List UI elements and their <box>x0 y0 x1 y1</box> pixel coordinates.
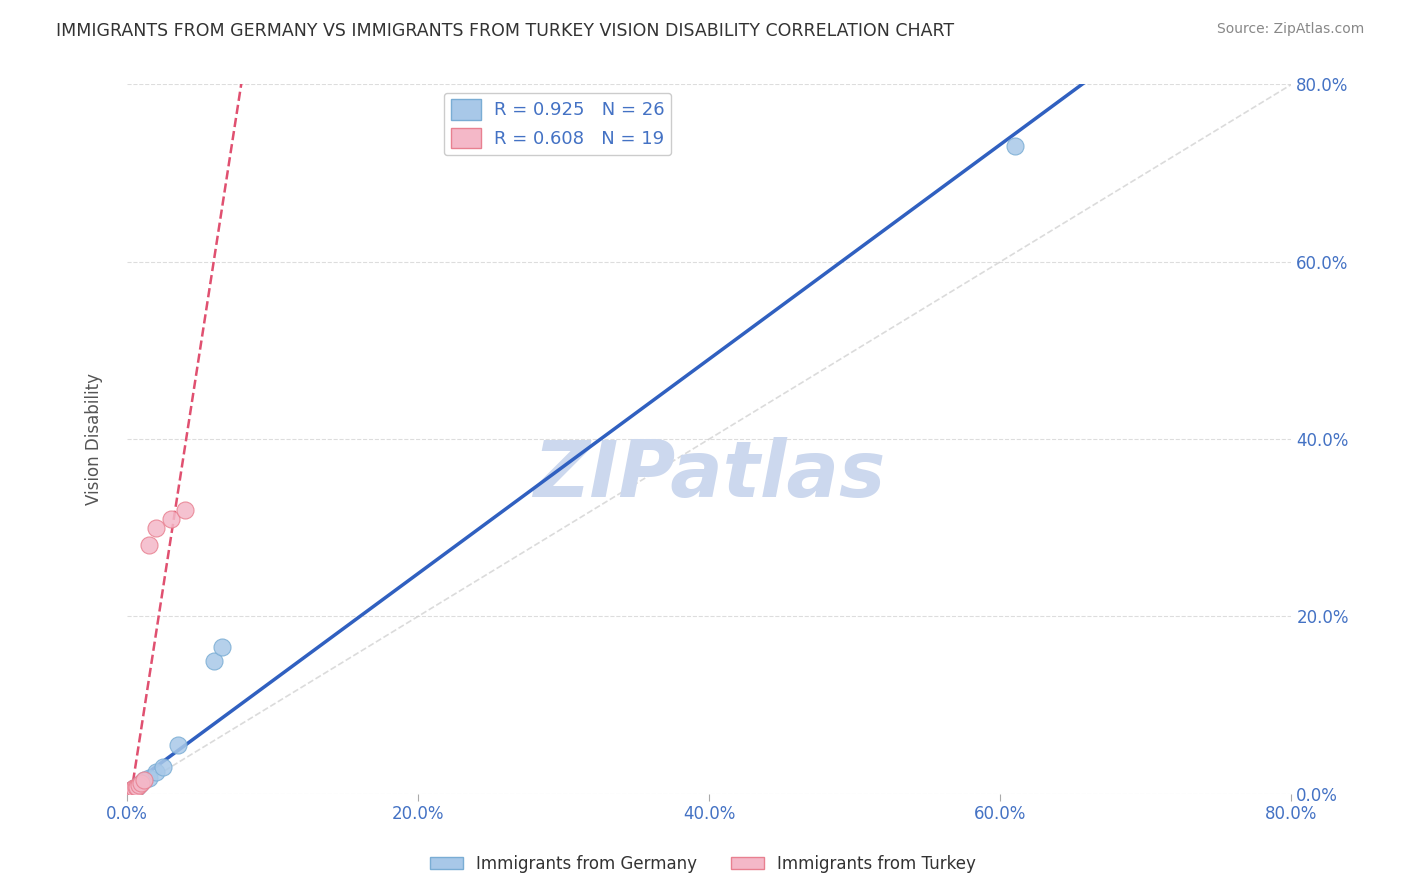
Point <box>118 785 141 799</box>
Point <box>152 760 174 774</box>
Point <box>117 786 139 800</box>
Text: ZIPatlas: ZIPatlas <box>533 436 886 513</box>
Point <box>134 773 156 788</box>
Point <box>134 773 156 788</box>
Point <box>120 783 142 797</box>
Point <box>120 784 142 798</box>
Point <box>117 786 139 800</box>
Point <box>124 781 146 796</box>
Text: IMMIGRANTS FROM GERMANY VS IMMIGRANTS FROM TURKEY VISION DISABILITY CORRELATION : IMMIGRANTS FROM GERMANY VS IMMIGRANTS FR… <box>56 22 955 40</box>
Point <box>124 780 146 795</box>
Point <box>128 778 150 792</box>
Point <box>122 781 145 796</box>
Point <box>117 785 139 799</box>
Legend: Immigrants from Germany, Immigrants from Turkey: Immigrants from Germany, Immigrants from… <box>423 848 983 880</box>
Point <box>122 781 145 796</box>
Point <box>138 538 160 552</box>
Point <box>118 785 141 799</box>
Point <box>121 782 143 797</box>
Point <box>117 786 139 800</box>
Point <box>159 512 181 526</box>
Point <box>124 780 146 795</box>
Point <box>122 781 145 796</box>
Text: Source: ZipAtlas.com: Source: ZipAtlas.com <box>1216 22 1364 37</box>
Point <box>121 783 143 797</box>
Point <box>118 785 141 799</box>
Point <box>145 764 167 779</box>
Point <box>131 776 153 790</box>
Point <box>145 521 167 535</box>
Point <box>127 780 149 794</box>
Point <box>211 640 233 655</box>
Point <box>118 784 141 798</box>
Point <box>122 782 145 797</box>
Point <box>121 782 143 797</box>
Point <box>174 503 197 517</box>
Point <box>202 654 225 668</box>
Legend: R = 0.925   N = 26, R = 0.608   N = 19: R = 0.925 N = 26, R = 0.608 N = 19 <box>444 93 672 155</box>
Point <box>167 738 190 752</box>
Point <box>120 784 142 798</box>
Point <box>118 784 141 798</box>
Point <box>121 783 143 797</box>
Point <box>128 778 150 792</box>
Point <box>120 783 142 797</box>
Point <box>127 780 149 794</box>
Y-axis label: Vision Disability: Vision Disability <box>86 373 103 505</box>
Point <box>120 784 142 798</box>
Point <box>122 782 145 797</box>
Point <box>138 771 160 785</box>
Point <box>1004 139 1026 153</box>
Point <box>131 776 153 790</box>
